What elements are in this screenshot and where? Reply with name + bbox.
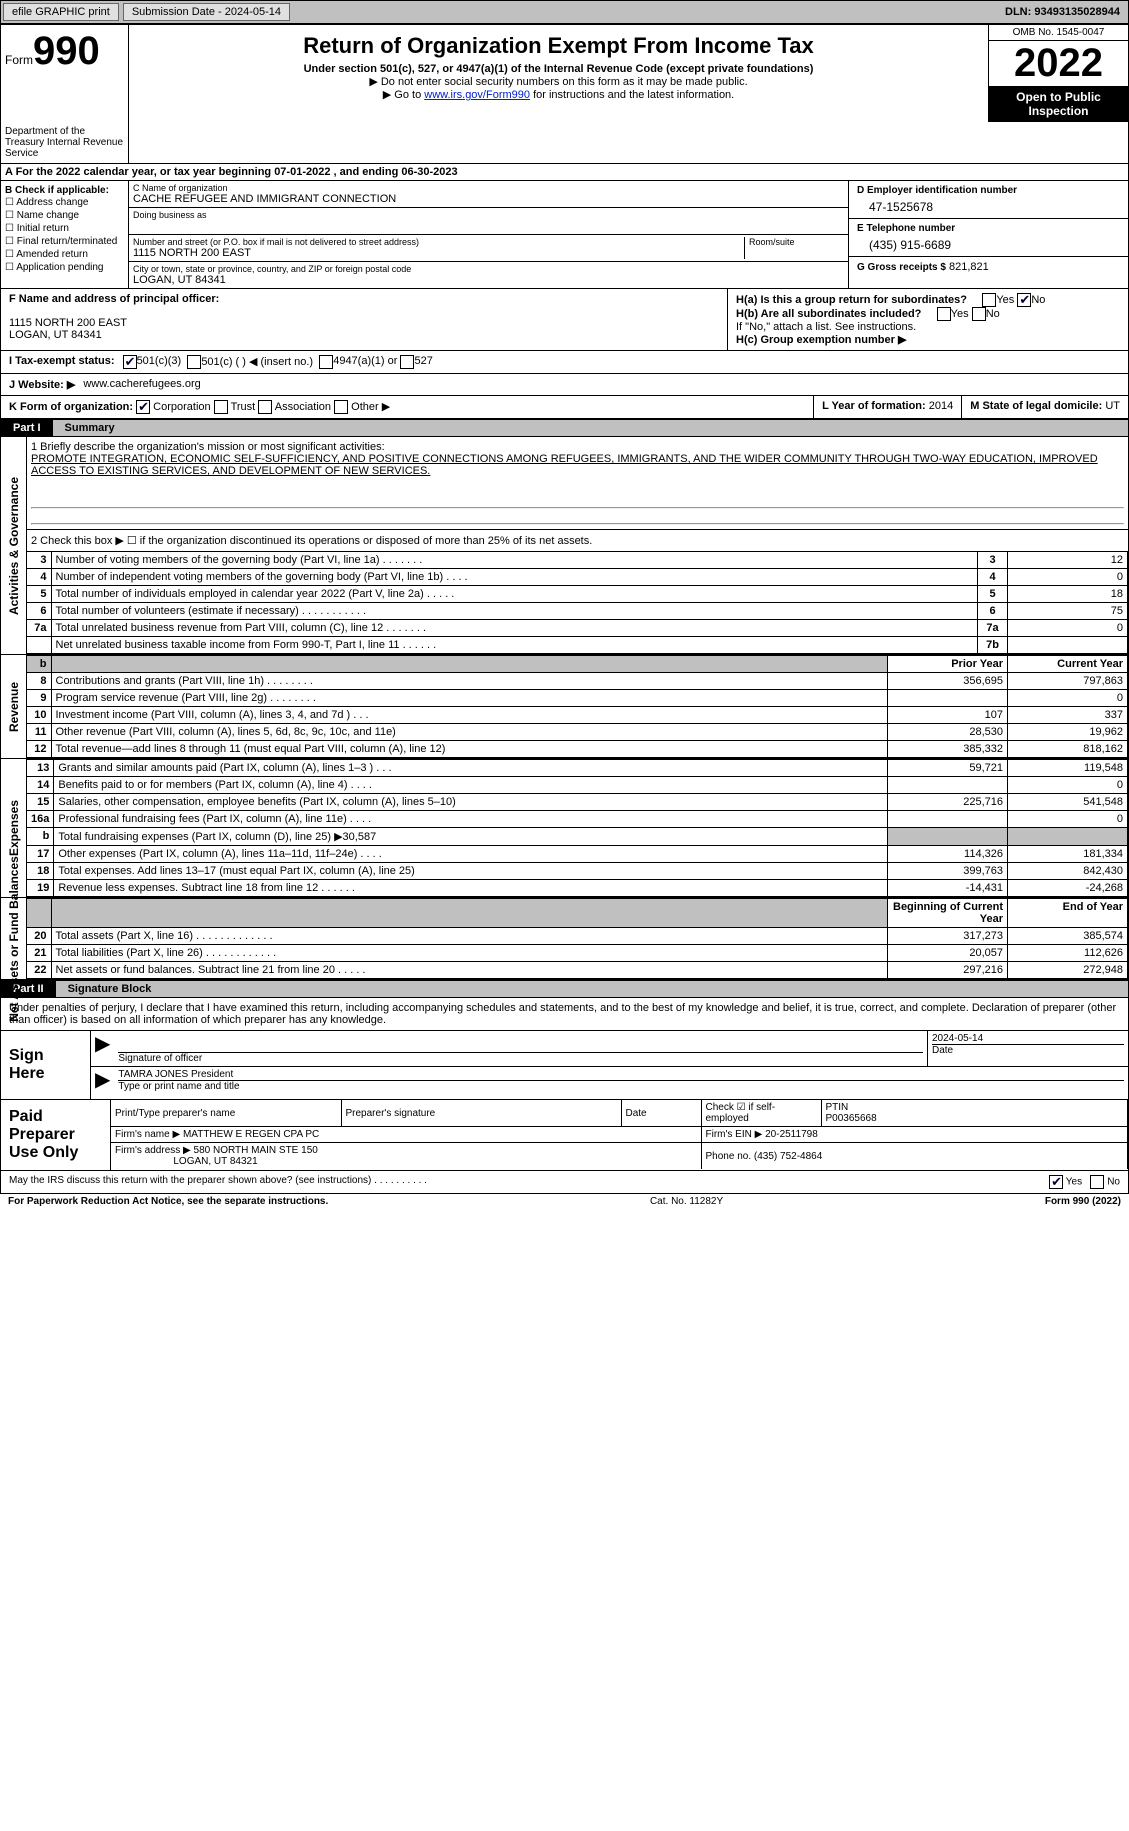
mission-text: PROMOTE INTEGRATION, ECONOMIC SELF-SUFFI… [31,453,1124,477]
table-row: bTotal fundraising expenses (Part IX, co… [27,828,1128,846]
website-value: www.cacherefugees.org [83,378,200,391]
form-header: Form990 Return of Organization Exempt Fr… [0,24,1129,164]
row-a: A For the 2022 calendar year, or tax yea… [0,164,1129,181]
col-c: C Name of organizationCACHE REFUGEE AND … [129,181,848,288]
table-row: bPrior YearCurrent Year [27,656,1128,673]
row-j: J Website: ▶ www.cacherefugees.org [0,374,1129,396]
mission-block: 1 Briefly describe the organization's mi… [27,437,1128,530]
527-check[interactable] [400,355,414,369]
table-row: 3Number of voting members of the governi… [27,552,1128,569]
firm-ein: 20-2511798 [765,1129,818,1140]
discuss-yes-check[interactable] [1049,1175,1063,1189]
table-row: 11Other revenue (Part VIII, column (A), … [27,724,1128,741]
check-amended[interactable]: ☐ Amended return [5,248,124,261]
efile-button[interactable]: efile GRAPHIC print [3,3,119,21]
table-row: 20Total assets (Part X, line 16) . . . .… [27,928,1128,945]
col-b: B Check if applicable: ☐ Address change … [1,181,129,288]
table-row: 19Revenue less expenses. Subtract line 1… [27,880,1128,897]
row-f-h: F Name and address of principal officer:… [0,289,1129,351]
check-pending[interactable]: ☐ Application pending [5,261,124,274]
arrow-icon: ▶ [91,1067,114,1094]
other-check[interactable] [334,400,348,414]
formation-year: 2014 [929,400,953,412]
arrow-icon: ▶ [91,1031,114,1066]
activities-section: Activities & Governance 1 Briefly descri… [0,437,1129,655]
table-row: 16aProfessional fundraising fees (Part I… [27,811,1128,828]
table-row: 14Benefits paid to or for members (Part … [27,777,1128,794]
4947-check[interactable] [319,355,333,369]
trust-check[interactable] [214,400,228,414]
row-klm: K Form of organization: Corporation Trus… [0,396,1129,419]
ha-yes-check[interactable] [982,293,996,307]
corp-check[interactable] [136,400,150,414]
footer: For Paperwork Reduction Act Notice, see … [0,1194,1129,1209]
tel-value: (435) 915-6689 [857,234,1120,252]
table-row: 6Total number of volunteers (estimate if… [27,603,1128,620]
table-row: Beginning of Current YearEnd of Year [27,899,1128,928]
revenue-section: Revenue bPrior YearCurrent Year8Contribu… [0,655,1129,759]
table-row: 4Number of independent voting members of… [27,569,1128,586]
ein-value: 47-1525678 [857,196,1120,214]
dln-label: DLN: 93493135028944 [997,4,1128,20]
check-final[interactable]: ☐ Final return/terminated [5,235,124,248]
netassets-section: Net Assets or Fund Balances Beginning of… [0,898,1129,980]
table-row: 12Total revenue—add lines 8 through 11 (… [27,741,1128,758]
table-row: 18Total expenses. Add lines 13–17 (must … [27,863,1128,880]
table-row: 10Investment income (Part VIII, column (… [27,707,1128,724]
firm-name: MATTHEW E REGEN CPA PC [183,1129,319,1140]
501c3-check[interactable] [123,355,137,369]
check-name[interactable]: ☐ Name change [5,209,124,222]
row-i: I Tax-exempt status: 501(c)(3) 501(c) ( … [0,351,1129,374]
table-row: 8Contributions and grants (Part VIII, li… [27,673,1128,690]
top-bar: efile GRAPHIC print Submission Date - 20… [0,0,1129,24]
check-address[interactable]: ☐ Address change [5,196,124,209]
table-row: 17Other expenses (Part IX, column (A), l… [27,846,1128,863]
subtitle: Under section 501(c), 527, or 4947(a)(1)… [133,63,984,75]
perjury-decl: Under penalties of perjury, I declare th… [1,998,1128,1030]
org-name: CACHE REFUGEE AND IMMIGRANT CONNECTION [133,193,844,205]
part2-header: Part II Signature Block [0,980,1129,998]
signature-section: Under penalties of perjury, I declare th… [0,998,1129,1171]
assoc-check[interactable] [258,400,272,414]
omb-label: OMB No. 1545-0047 [989,25,1128,41]
firm-addr: 580 NORTH MAIN STE 150 [194,1145,318,1156]
col-d: D Employer identification number47-15256… [848,181,1128,288]
check-initial[interactable]: ☐ Initial return [5,222,124,235]
table-row: 9Program service revenue (Part VIII, lin… [27,690,1128,707]
tax-year: 2022 [989,41,1128,86]
table-row: Net unrelated business taxable income fr… [27,637,1128,654]
firm-phone: (435) 752-4864 [754,1151,822,1162]
org-city: LOGAN, UT 84341 [133,274,844,286]
gross-value: 821,821 [949,261,989,273]
discuss-row: May the IRS discuss this return with the… [0,1171,1129,1194]
submission-button[interactable]: Submission Date - 2024-05-14 [123,3,290,21]
table-row: 7aTotal unrelated business revenue from … [27,620,1128,637]
org-address: 1115 NORTH 200 EAST [133,247,744,259]
officer-name: TAMRA JONES President [118,1069,1124,1081]
ha-no-check[interactable] [1017,293,1031,307]
section-b-to-g: B Check if applicable: ☐ Address change … [0,181,1129,289]
irs-link[interactable]: www.irs.gov/Form990 [424,89,530,101]
year-box: OMB No. 1545-0047 2022 Open to Public In… [988,25,1128,122]
subtitle3: ▶ Go to www.irs.gov/Form990 for instruct… [133,88,984,101]
inspection-label: Open to Public Inspection [989,86,1128,122]
table-row: 5Total number of individuals employed in… [27,586,1128,603]
table-row: 21Total liabilities (Part X, line 26) . … [27,945,1128,962]
form-number-box: Form990 [1,25,129,122]
table-row: 15Salaries, other compensation, employee… [27,794,1128,811]
domicile-state: UT [1105,400,1120,412]
table-row: 22Net assets or fund balances. Subtract … [27,962,1128,979]
part1-header: Part I Summary [0,419,1129,437]
hb-yes-check[interactable] [937,307,951,321]
dept-label: Department of the Treasury Internal Reve… [1,122,129,163]
expenses-section: Expenses 13Grants and similar amounts pa… [0,759,1129,898]
title-box: Return of Organization Exempt From Incom… [129,25,988,122]
ptin-value: P00365668 [826,1113,1124,1124]
subtitle2: ▶ Do not enter social security numbers o… [133,75,984,88]
table-row: 13Grants and similar amounts paid (Part … [27,760,1128,777]
hb-no-check[interactable] [972,307,986,321]
discuss-no-check[interactable] [1090,1175,1104,1189]
501c-check[interactable] [187,355,201,369]
page-title: Return of Organization Exempt From Incom… [133,33,984,59]
